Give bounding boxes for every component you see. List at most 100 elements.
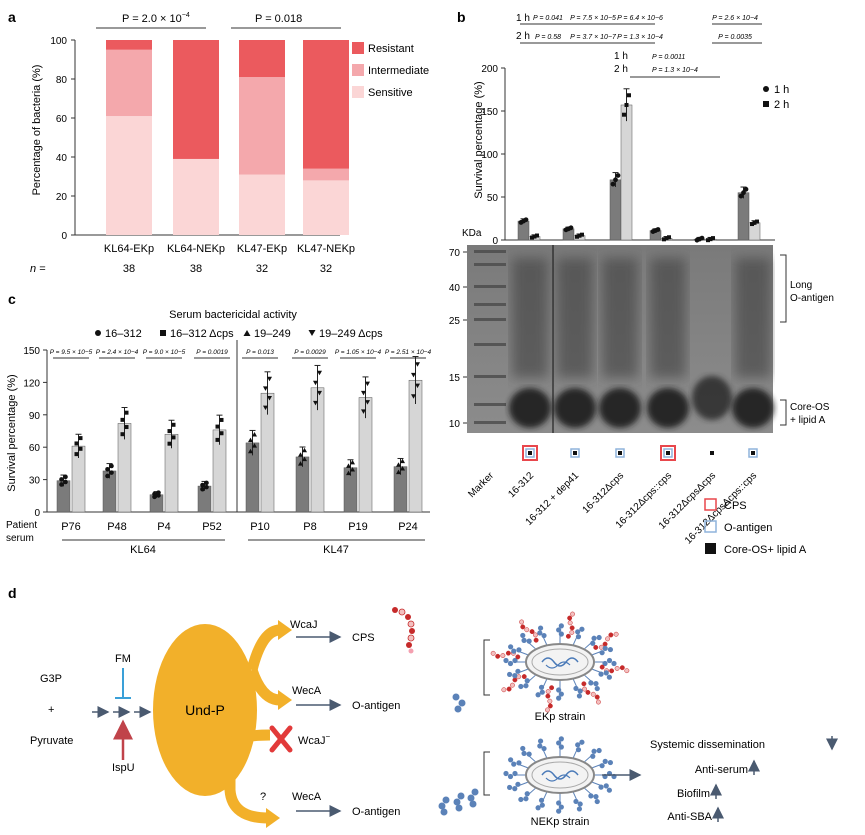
panel-b-legend: 1 h2 h: [763, 84, 789, 111]
c-point: [219, 431, 224, 436]
cps-sugar: [545, 693, 551, 699]
oag-sugar: [556, 687, 562, 693]
c-point: [350, 467, 355, 472]
c-point: [365, 381, 370, 387]
b-p-2h: P = 3.7 × 10−7: [570, 34, 617, 41]
group-label-kl47: KL47: [323, 544, 349, 556]
oag-sugar: [512, 786, 518, 792]
gel-core-band: [692, 376, 732, 420]
oag-sugar: [558, 623, 564, 629]
cps-sugar: [547, 703, 553, 709]
panel-c-bars: [56, 356, 423, 513]
gel-tick-label: 25: [449, 316, 461, 327]
c-point: [156, 490, 161, 495]
cps-sugar: [565, 633, 571, 639]
lane-marker-core: [710, 451, 714, 455]
b-ytick-label: 50: [487, 193, 499, 204]
cps-sugar: [581, 681, 587, 687]
d-flow-arrows: [224, 624, 281, 824]
c-point: [171, 422, 176, 427]
oag-stalk: [542, 792, 548, 801]
gel-core-band: [599, 388, 641, 428]
cps-sugar: [595, 699, 601, 705]
oag-stalk: [542, 679, 548, 688]
key-swatch-cps: [704, 498, 717, 511]
c-pvalue: P = 9.5 × 10−5: [50, 349, 93, 356]
a-bar-sensitive: [239, 174, 285, 235]
c-point: [59, 477, 64, 482]
cps-sugar: [512, 677, 518, 683]
c-legend-label: 16–312 Δcps: [170, 328, 234, 340]
b-point: [738, 193, 744, 199]
oag-sugar: [596, 634, 602, 641]
b-legend-square: [763, 101, 769, 107]
gel-kda-label: KDa: [462, 228, 482, 239]
d-flow-mid: [246, 668, 281, 706]
c-ytick-label: 0: [34, 508, 40, 519]
oag-stalk: [519, 764, 528, 769]
c-ytick-label: 60: [29, 443, 41, 454]
b-p-2h: P = 0.0035: [718, 34, 752, 41]
a-ytick-label: 100: [50, 36, 67, 47]
oag-sugar: [511, 761, 517, 767]
cps-sugar: [593, 644, 599, 650]
b-point: [532, 234, 537, 239]
oag-sugar: [558, 631, 564, 637]
b-legend-label: 1 h: [774, 84, 789, 96]
c-category-label: P4: [157, 521, 170, 533]
panel-b-bars: [517, 88, 761, 243]
lane-marker-oag: [615, 448, 625, 458]
c-category-label: P10: [250, 521, 270, 533]
d-nekp-label: NEKp strain: [531, 816, 590, 828]
oag-sugar: [535, 692, 541, 698]
a-n-value: 38: [123, 263, 135, 275]
d-flow-heads: [266, 620, 292, 828]
c-category-label: P52: [202, 521, 222, 533]
panel-c-title: Serum bactericidal activity: [169, 309, 297, 321]
b-point: [624, 102, 629, 107]
outcome-label: Systemic dissemination: [650, 739, 765, 751]
cell-inner-membrane: [531, 761, 589, 789]
a-bar-sensitive: [303, 180, 349, 235]
a-category-label: KL47-EKp: [237, 243, 287, 255]
oag-sugar: [602, 660, 608, 667]
lane-marker-core: [528, 451, 532, 455]
oag-sugar: [537, 738, 544, 744]
oag-sugar: [521, 750, 527, 756]
a-ytick-label: 20: [56, 192, 68, 203]
c-pvalue: P = 0.0029: [294, 349, 326, 356]
cps-sugar: [533, 637, 539, 643]
oag-stalk: [528, 642, 536, 649]
gel-tick-label: 15: [449, 373, 461, 384]
oag-sugar: [556, 695, 562, 701]
b-point: [662, 237, 666, 242]
c-point: [302, 447, 307, 453]
panel-b-yticks: 0 50 100 150 200: [481, 64, 505, 247]
cps-sugar: [520, 624, 526, 630]
c-point: [124, 410, 129, 415]
b-point: [655, 227, 661, 232]
panel-b-label: b: [457, 9, 466, 25]
oag-stalk: [542, 749, 548, 758]
a-legend-swatch: [352, 42, 364, 54]
cell-envelope: [525, 643, 595, 681]
cps-sugar: [501, 687, 507, 693]
gel-marker-band: [474, 285, 506, 288]
a-legend-swatch: [352, 86, 364, 98]
d-outcomes: Systemic dissemination Anti-serum Biofilm A…: [650, 736, 838, 823]
c-point: [200, 482, 205, 488]
c-ytick-label: 30: [29, 476, 41, 487]
c-point: [109, 470, 114, 475]
lane-marker-oag: [663, 448, 673, 458]
b-point: [530, 235, 534, 240]
oag-sugar: [511, 648, 517, 654]
c-point: [346, 470, 351, 476]
c-pvalue: P = 0.013: [246, 349, 274, 356]
panel-b-row-2h: 2 h: [516, 31, 530, 42]
oag-sugar: [598, 784, 604, 790]
gel-marker-band: [474, 421, 506, 424]
c-point: [167, 429, 172, 434]
cps-sugar: [609, 668, 615, 674]
c-point: [298, 452, 303, 457]
cps-sugar: [619, 665, 625, 671]
